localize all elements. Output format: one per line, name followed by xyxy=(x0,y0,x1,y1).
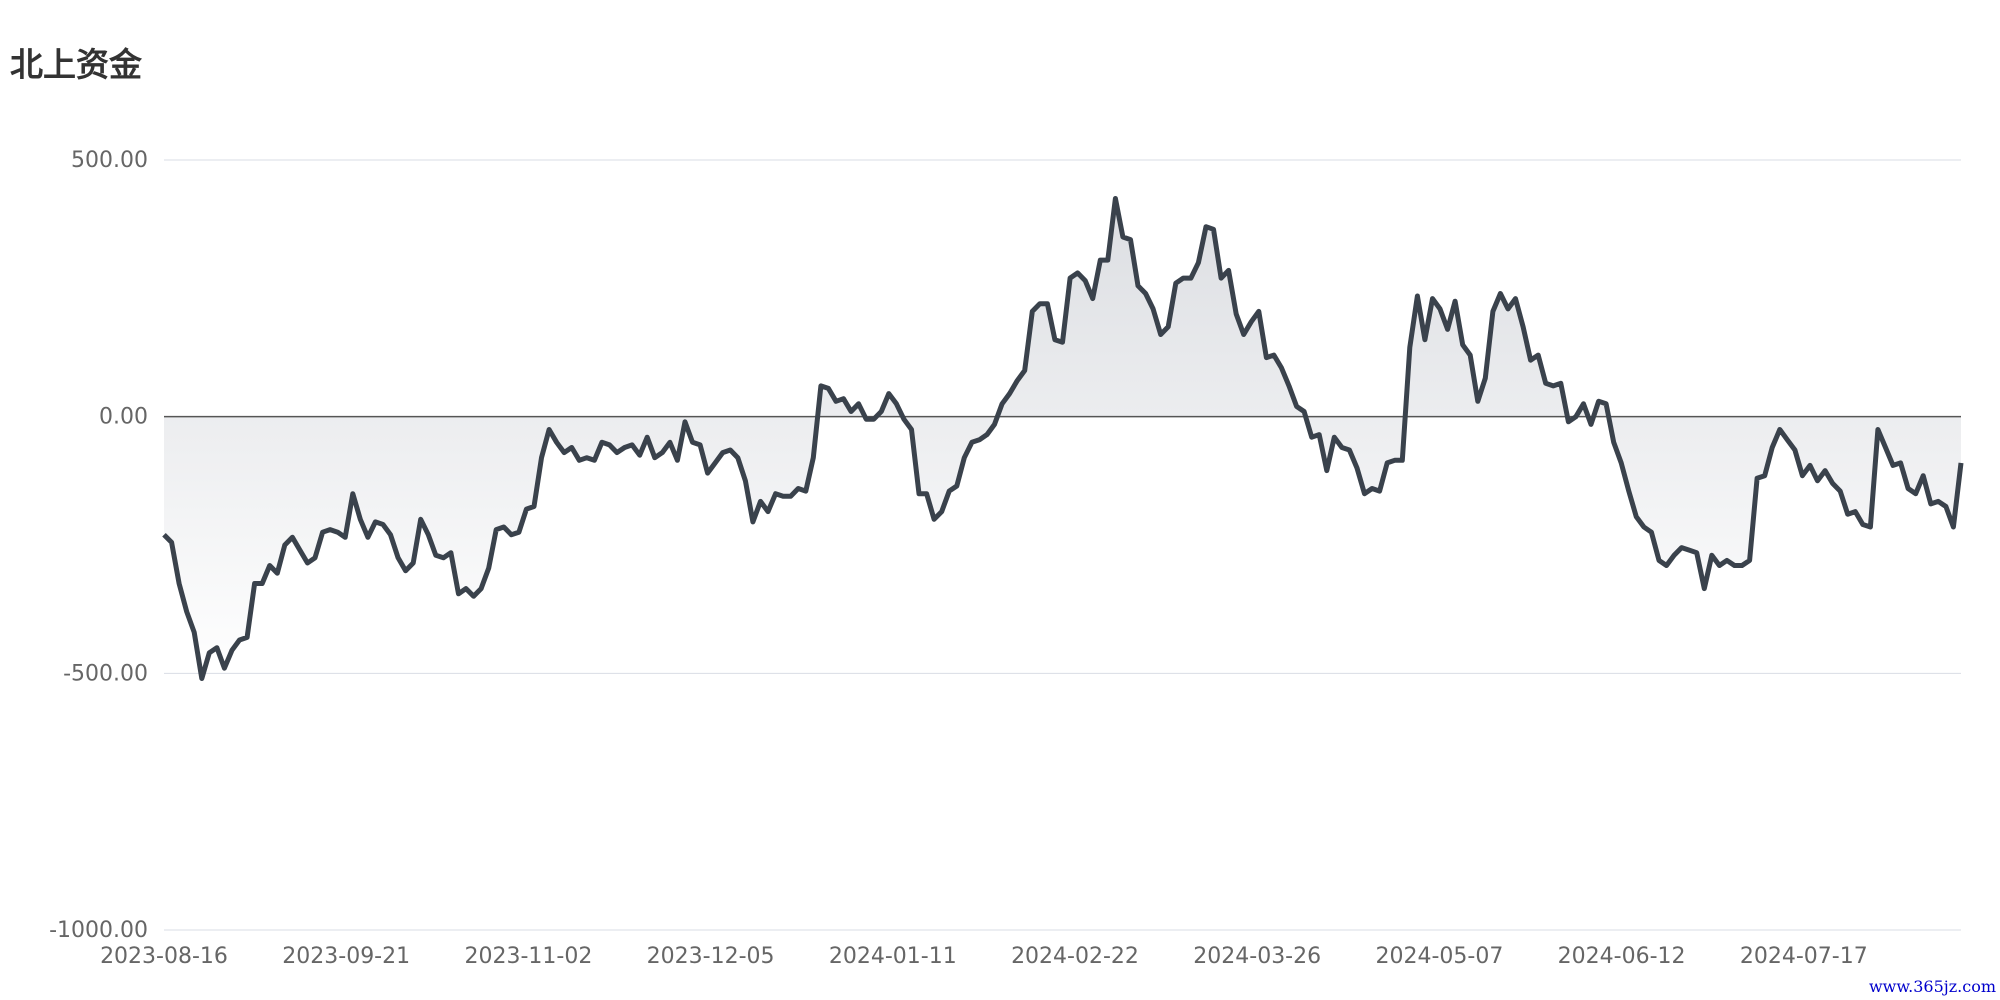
x-tick-label: 2023-12-05 xyxy=(647,944,775,969)
y-tick-label: 0.00 xyxy=(99,405,148,430)
y-tick-label: -500.00 xyxy=(63,661,148,686)
x-tick-label: 2024-02-22 xyxy=(1011,944,1139,969)
x-tick-label: 2023-09-21 xyxy=(282,944,410,969)
area-fill xyxy=(164,198,1961,679)
x-tick-label: 2023-11-02 xyxy=(464,944,592,969)
x-tick-label: 2023-08-16 xyxy=(100,944,228,969)
x-tick-label: 2024-01-11 xyxy=(829,944,957,969)
x-tick-label: 2024-05-07 xyxy=(1375,944,1503,969)
grid-layer xyxy=(164,159,1961,931)
watermark-text: www.365jz.com xyxy=(1868,977,1996,996)
chart-title: 北上资金 xyxy=(10,45,142,84)
x-axis: 2023-08-16 2023-09-21 2023-11-02 2023-12-05… xyxy=(100,944,1868,969)
y-tick-label: -1000.00 xyxy=(49,918,148,943)
line-layer xyxy=(162,196,1964,681)
series-line xyxy=(162,196,1964,681)
x-tick-label: 2024-03-26 xyxy=(1193,944,1321,969)
x-tick-label: 2024-07-17 xyxy=(1740,944,1868,969)
area-layer xyxy=(164,198,1961,679)
x-tick-label: 2024-06-12 xyxy=(1558,944,1686,969)
y-tick-label: 500.00 xyxy=(71,148,148,173)
y-axis: 500.00 0.00 -500.00 -1000.00 xyxy=(49,148,148,943)
